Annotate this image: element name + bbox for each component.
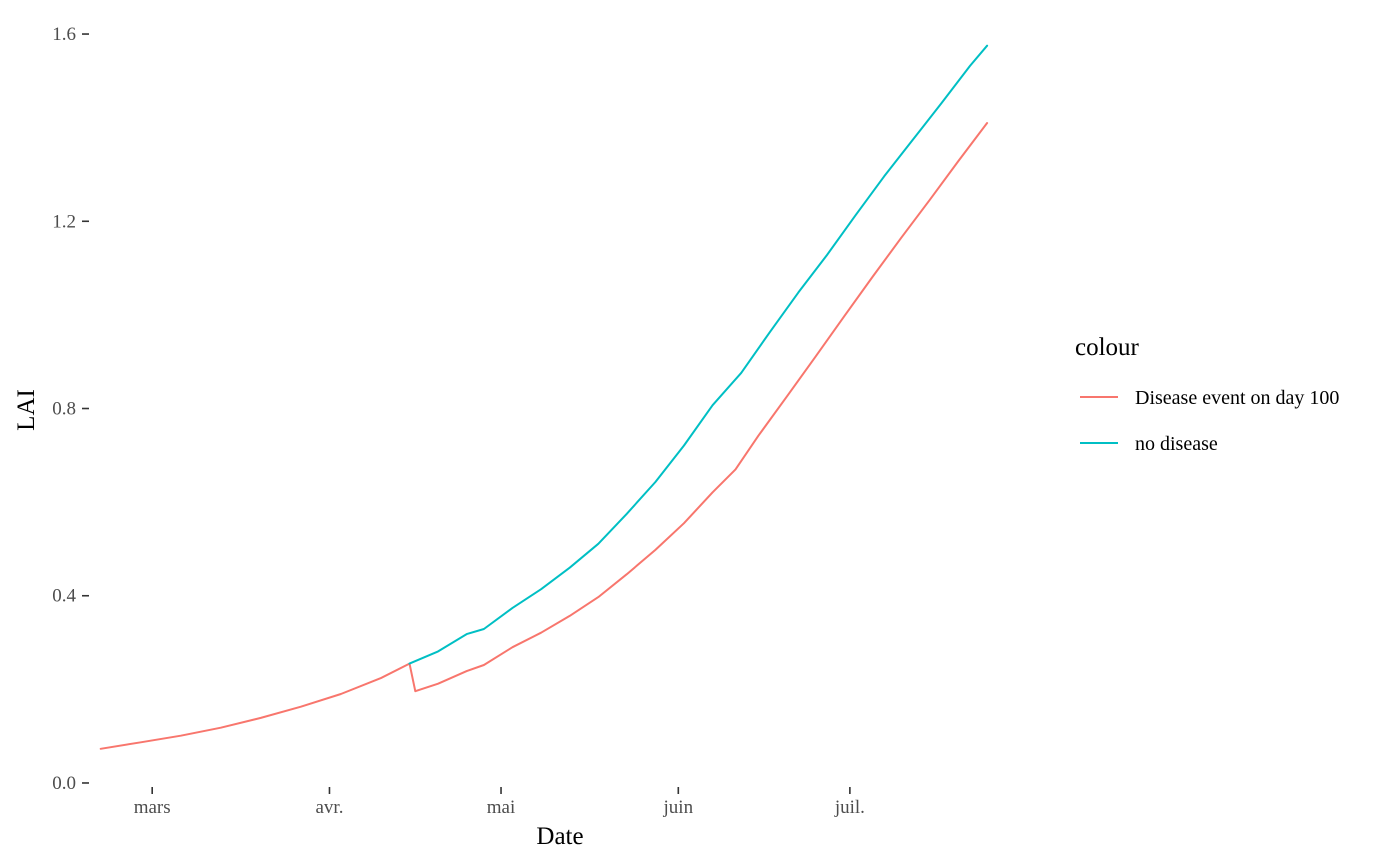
legend-label: Disease event on day 100 xyxy=(1135,387,1339,409)
y-tick-label: 0.4 xyxy=(52,586,76,607)
x-tick-label: juin xyxy=(663,797,694,818)
plot-area xyxy=(99,44,989,750)
y-axis-title: LAI xyxy=(13,389,40,431)
y-tick-label: 0.0 xyxy=(52,773,76,794)
series-layer xyxy=(99,44,989,750)
x-tick-label: juil. xyxy=(834,797,865,818)
series-line-disease-event xyxy=(99,122,989,750)
legend-entry: no disease xyxy=(1080,433,1218,455)
y-tick-label: 0.8 xyxy=(52,399,76,420)
legend-title: colour xyxy=(1075,334,1140,361)
series-line-no-disease xyxy=(408,44,989,665)
x-tick-label: avr. xyxy=(315,797,343,818)
x-axis: mars avr. mai juin juil. xyxy=(134,787,865,818)
y-tick-label: 1.6 xyxy=(52,24,76,45)
y-axis: 0.0 0.4 0.8 1.2 1.6 xyxy=(52,24,89,794)
legend-entry: Disease event on day 100 xyxy=(1080,387,1339,409)
x-tick-label: mai xyxy=(487,797,516,818)
legend: colour Disease event on day 100 no disea… xyxy=(1075,334,1339,455)
legend-label: no disease xyxy=(1135,433,1218,455)
y-tick-label: 1.2 xyxy=(52,211,76,232)
x-axis-title: Date xyxy=(536,823,583,850)
x-tick-label: mars xyxy=(134,797,171,818)
